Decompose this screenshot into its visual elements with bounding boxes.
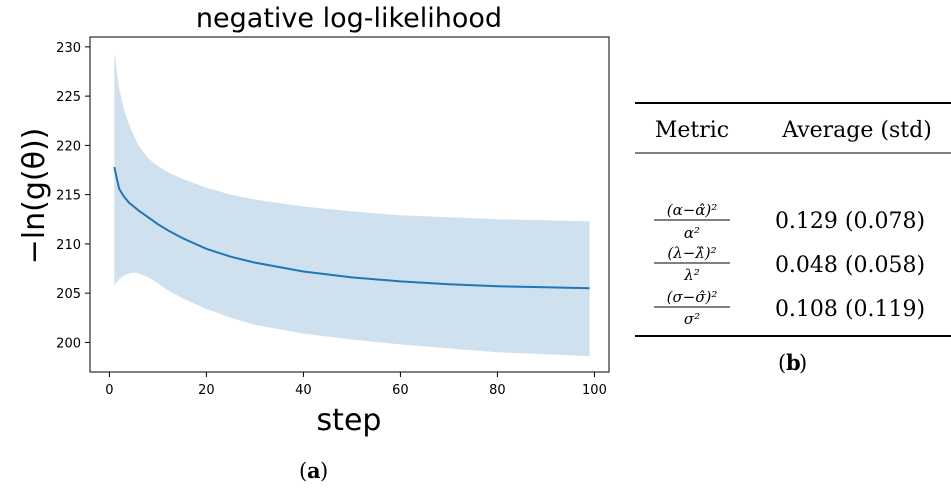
metric-alpha: (α−α̂)² α² [654, 201, 730, 242]
metrics-table: Metric Average (std) (α−α̂)² α² 0.129 (0… [635, 102, 951, 375]
metric-sigma: (σ−σ̂)² σ² [654, 288, 730, 328]
svg-text:σ²: σ² [684, 310, 700, 328]
svg-text:): ) [799, 351, 807, 375]
svg-text:(: ( [299, 459, 307, 483]
x-tick-label: 60 [392, 383, 409, 398]
y-tick-label: 220 [56, 139, 81, 154]
caption-a: ( a ) [299, 458, 328, 483]
metric-lambda: (λ−λ̂)² λ² [654, 244, 730, 284]
mean-line [113, 166, 590, 290]
axes-frame [89, 36, 610, 373]
x-tick-label: 80 [489, 383, 506, 398]
svg-text:α²: α² [684, 224, 700, 242]
header-metric: Metric [655, 118, 729, 143]
x-ticks: 0 20 40 60 80 100 [105, 372, 607, 398]
svg-text:λ²: λ² [683, 266, 700, 284]
table-row: (σ−σ̂)² σ² 0.108 (0.119) [654, 288, 925, 328]
y-tick-label: 230 [56, 41, 81, 56]
svg-text:(σ−σ̂)²: (σ−σ̂)² [667, 288, 718, 306]
caption-b: ( b ) [778, 350, 807, 375]
svg-text:(: ( [778, 351, 786, 375]
plot-area: 0 20 40 60 80 100 200 205 210 215 220 225 230 [56, 36, 610, 398]
svg-text:(λ−λ̂)²: (λ−λ̂)² [667, 244, 716, 262]
x-tick-label: 0 [105, 383, 113, 398]
y-tick-label: 210 [56, 238, 81, 253]
value-alpha: 0.129 (0.078) [775, 209, 925, 234]
y-tick-label: 225 [56, 90, 81, 105]
chart-title: negative log-likelihood [196, 3, 502, 34]
y-ticks: 200 205 210 215 220 225 230 [56, 41, 90, 351]
value-lambda: 0.048 (0.058) [775, 253, 925, 278]
x-tick-label: 100 [582, 383, 607, 398]
svg-text:): ) [320, 459, 328, 483]
table-row: (λ−λ̂)² λ² 0.048 (0.058) [654, 244, 925, 284]
x-tick-label: 40 [295, 383, 312, 398]
caption-a-letter: a [307, 458, 321, 483]
value-sigma: 0.108 (0.119) [775, 297, 925, 322]
table-row: (α−α̂)² α² 0.129 (0.078) [654, 201, 925, 242]
std-band [114, 51, 590, 357]
y-axis-label: −ln(g(θ)) [17, 128, 52, 265]
x-axis-label: step [317, 403, 382, 438]
y-tick-label: 200 [56, 336, 81, 351]
caption-b-letter: b [786, 350, 801, 375]
svg-text:(α−α̂)²: (α−α̂)² [667, 201, 718, 219]
x-tick-label: 20 [198, 383, 215, 398]
y-tick-label: 205 [56, 287, 81, 302]
header-average: Average (std) [781, 118, 932, 143]
y-tick-label: 215 [56, 189, 81, 204]
